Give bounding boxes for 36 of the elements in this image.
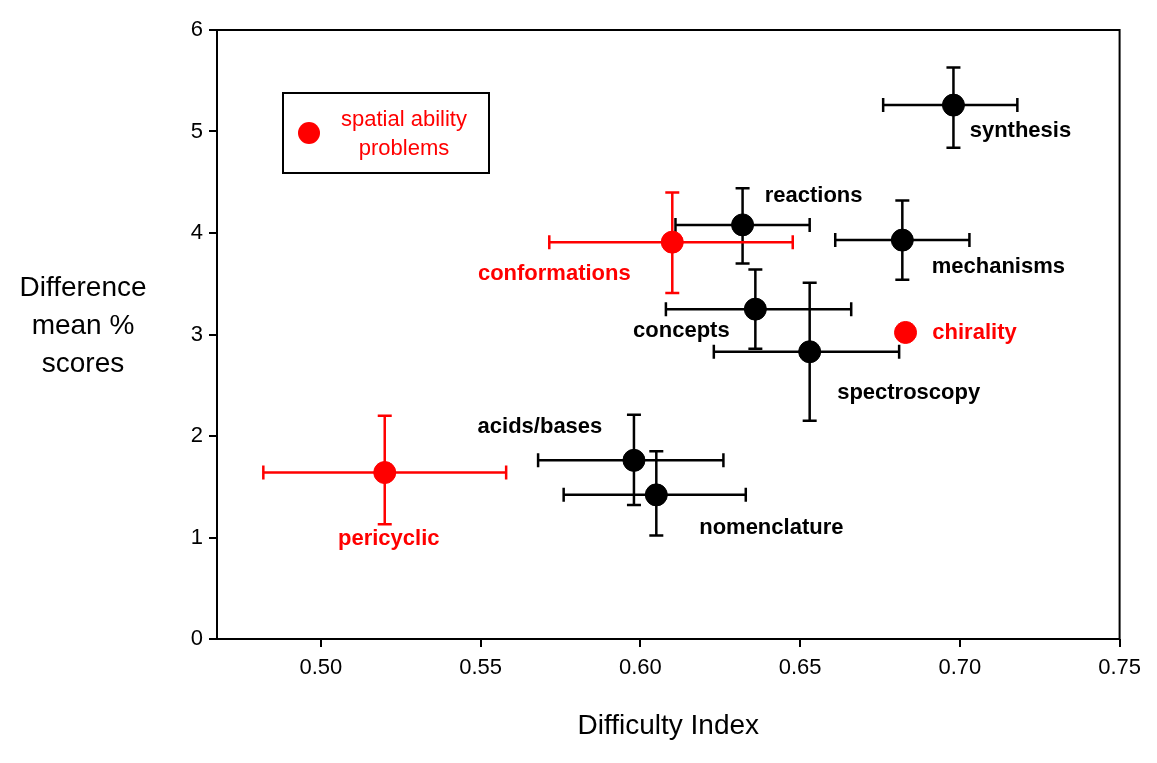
point bbox=[890, 228, 914, 252]
point bbox=[894, 320, 918, 344]
point bbox=[731, 213, 755, 237]
x-tick-label: 0.60 bbox=[618, 654, 662, 680]
y-tick-label: 5 bbox=[190, 117, 203, 143]
point bbox=[743, 297, 767, 321]
legend-label: spatial ability problems bbox=[340, 105, 468, 162]
annotation: spectroscopy bbox=[837, 378, 981, 404]
y-tick-label: 3 bbox=[190, 320, 203, 346]
point bbox=[622, 448, 646, 472]
y-tick-label: 4 bbox=[190, 219, 203, 245]
annotation: concepts bbox=[633, 317, 730, 343]
annotation: nomenclature bbox=[699, 513, 844, 539]
annotation: chirality bbox=[932, 318, 1018, 344]
annotation: synthesis bbox=[969, 117, 1072, 143]
y-tick-label: 2 bbox=[190, 422, 203, 448]
y-tick-label: 6 bbox=[190, 16, 203, 42]
y-tick-label: 1 bbox=[190, 523, 203, 549]
y-axis-title: Difference mean % scores bbox=[19, 271, 147, 379]
x-tick-label: 0.65 bbox=[778, 654, 822, 680]
x-axis-title: Difficulty Index bbox=[577, 708, 760, 740]
annotation: acids/bases bbox=[477, 413, 603, 439]
annotation: conformations bbox=[477, 260, 631, 286]
point bbox=[373, 461, 397, 485]
x-tick-label: 0.70 bbox=[938, 654, 982, 680]
x-tick-label: 0.50 bbox=[299, 654, 343, 680]
x-tick-label: 0.75 bbox=[1098, 654, 1141, 680]
x-tick-label: 0.55 bbox=[459, 654, 502, 680]
point bbox=[798, 340, 822, 364]
annotation: mechanisms bbox=[931, 253, 1065, 279]
annotation: reactions bbox=[764, 181, 863, 207]
annotation: pericyclic bbox=[337, 524, 440, 550]
point bbox=[941, 93, 965, 117]
point bbox=[660, 230, 684, 254]
y-tick-label: 0 bbox=[190, 625, 203, 651]
point bbox=[644, 483, 668, 507]
